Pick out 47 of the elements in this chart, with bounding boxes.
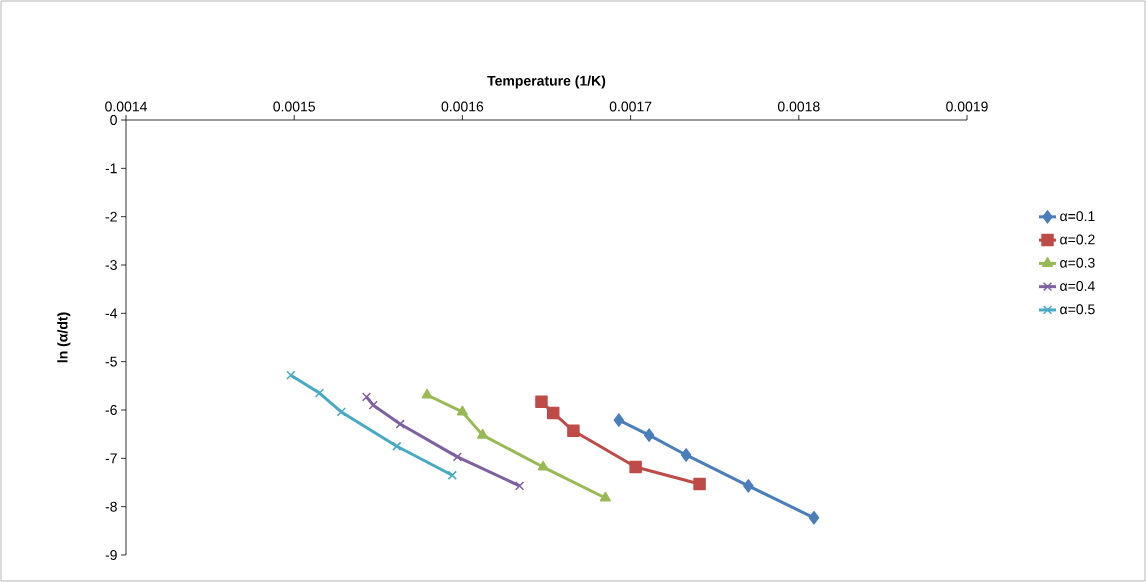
point [395,419,405,429]
point [314,388,325,398]
x-tick-label: 0.0019 [946,101,988,112]
x-axis-title: Temperature (1/K) [487,75,606,89]
point [368,400,378,410]
legend-label: α=0.3 [1060,257,1095,268]
point [514,481,525,491]
y-tick-label: -2 [105,211,117,222]
y-tick-label: -3 [105,260,117,270]
legend-label: α=0.2 [1060,234,1095,245]
legend-label: α=0.4 [1060,281,1095,291]
point [680,448,692,462]
point [452,452,462,462]
point [537,460,549,471]
y-tick-label: -9 [105,550,117,560]
y-tick-label: -6 [105,405,117,415]
legend-label: α=0.1 [1060,211,1095,222]
point [286,370,296,380]
y-tick-label: -5 [105,356,117,367]
x-tick-label: 0.0017 [609,101,652,112]
y-axis-title: ln (α/dt) [57,312,71,363]
legend-label: α=0.5 [1060,304,1095,315]
point [361,392,372,402]
point [693,477,706,491]
point [643,428,655,442]
point [743,479,754,493]
point [808,511,820,525]
y-tick-label: -4 [105,308,118,319]
y-tick-label: -8 [105,501,117,512]
point [546,406,560,420]
x-tick-label: 0.0016 [441,101,484,112]
y-tick-label: -7 [105,453,117,464]
y-tick-label: 0 [110,115,117,125]
point [567,424,580,438]
x-tick-label: 0.0014 [105,101,147,112]
point [599,491,611,502]
x-tick-label: 0.0018 [777,101,820,112]
point [535,395,548,409]
point [336,407,346,417]
point [613,413,625,427]
point [456,405,468,416]
x-tick-label: 0.0015 [273,101,316,112]
y-tick-label: -1 [105,163,117,174]
point [447,470,457,480]
point [629,460,642,474]
point [421,388,433,399]
point [392,441,402,451]
